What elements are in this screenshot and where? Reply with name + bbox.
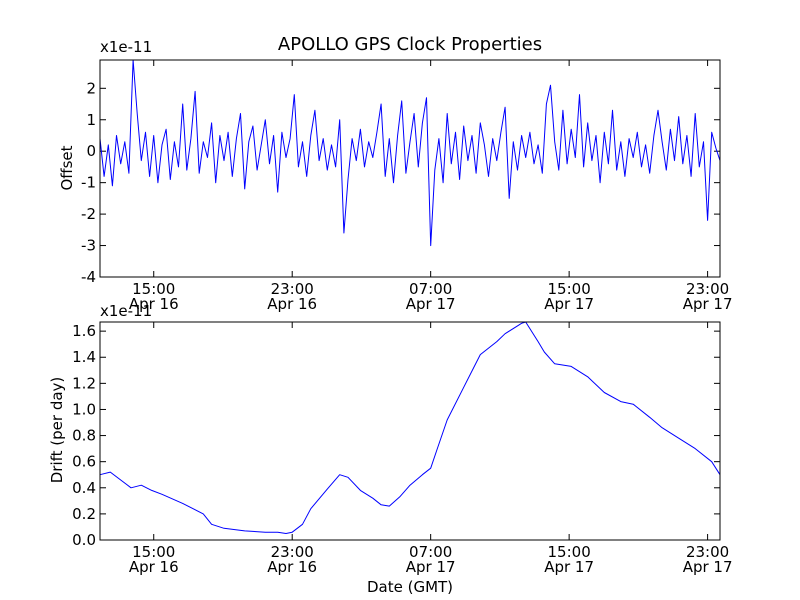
drift-ytick-label: 0.8 <box>72 427 96 445</box>
drift-ytick-label: 1.6 <box>72 322 96 340</box>
offset-xtick-time-label: 15:00 <box>132 280 175 298</box>
offset-ytick-label: -1 <box>81 174 96 192</box>
offset-ytick-label: -2 <box>81 205 96 223</box>
drift-xtick-time-label: 23:00 <box>686 543 729 561</box>
drift-series-line <box>99 321 721 534</box>
offset-xtick-date-label: Apr 16 <box>129 295 179 313</box>
offset-plot-area <box>100 60 720 277</box>
drift-xtick-time-label: 15:00 <box>548 543 591 561</box>
drift-xtick-date-label: Apr 17 <box>544 558 594 576</box>
offset-line-layer <box>99 59 721 247</box>
drift-plot-area <box>100 322 720 540</box>
offset-ytick-label: 0 <box>86 142 96 160</box>
offset-ytick-label: -3 <box>81 237 96 255</box>
drift-xtick-time-label: 23:00 <box>271 543 314 561</box>
offset-series-line <box>99 59 721 247</box>
offset-xtick-date-label: Apr 16 <box>267 295 317 313</box>
drift-ytick-label: 0.4 <box>72 479 96 497</box>
drift-xtick-date-label: Apr 16 <box>129 558 179 576</box>
offset-xtick-date-label: Apr 17 <box>406 295 456 313</box>
drift-ytick-label: 0.6 <box>72 453 96 471</box>
offset-xtick-date-label: Apr 17 <box>544 295 594 313</box>
drift-ytick-label: 0.0 <box>72 531 96 549</box>
offset-xtick-time-label: 15:00 <box>548 280 591 298</box>
drift-xtick-date-label: Apr 17 <box>406 558 456 576</box>
drift-xtick-time-label: 15:00 <box>132 543 175 561</box>
drift-xtick-time-label: 07:00 <box>409 543 452 561</box>
drift-ytick-label: 1.0 <box>72 400 96 418</box>
offset-xtick-time-label: 23:00 <box>271 280 314 298</box>
offset-ytick-label: 1 <box>86 111 96 129</box>
offset-y-axis-label: Offset <box>58 145 76 190</box>
chart-title: APOLLO GPS Clock Properties <box>278 34 542 55</box>
drift-xtick-date-label: Apr 16 <box>267 558 317 576</box>
drift-ytick-label: 1.2 <box>72 374 96 392</box>
drift-ytick-label: 1.4 <box>72 348 96 366</box>
offset-scale-label: x1e-11 <box>100 38 152 56</box>
offset-xtick-time-label: 07:00 <box>409 280 452 298</box>
offset-y-ticks: -4 -3 -2 -1 0 1 2 <box>81 79 720 286</box>
offset-xtick-time-label: 23:00 <box>686 280 729 298</box>
offset-axes-frame <box>99 59 721 278</box>
drift-scale-label: x1e-11 <box>100 302 152 320</box>
offset-ytick-label: -4 <box>81 268 96 286</box>
drift-ytick-label: 0.2 <box>72 505 96 523</box>
drift-line-layer <box>99 321 721 534</box>
drift-y-ticks: 0.0 0.2 0.4 0.6 0.8 1.0 1.2 1.4 1.6 <box>72 322 720 549</box>
drift-x-axis-label: Date (GMT) <box>367 578 453 596</box>
offset-ytick-label: 2 <box>86 79 96 97</box>
drift-y-axis-label: Drift (per day) <box>48 377 66 484</box>
drift-axes-frame <box>99 321 721 541</box>
drift-xtick-date-label: Apr 17 <box>683 558 733 576</box>
offset-xtick-date-label: Apr 17 <box>683 295 733 313</box>
